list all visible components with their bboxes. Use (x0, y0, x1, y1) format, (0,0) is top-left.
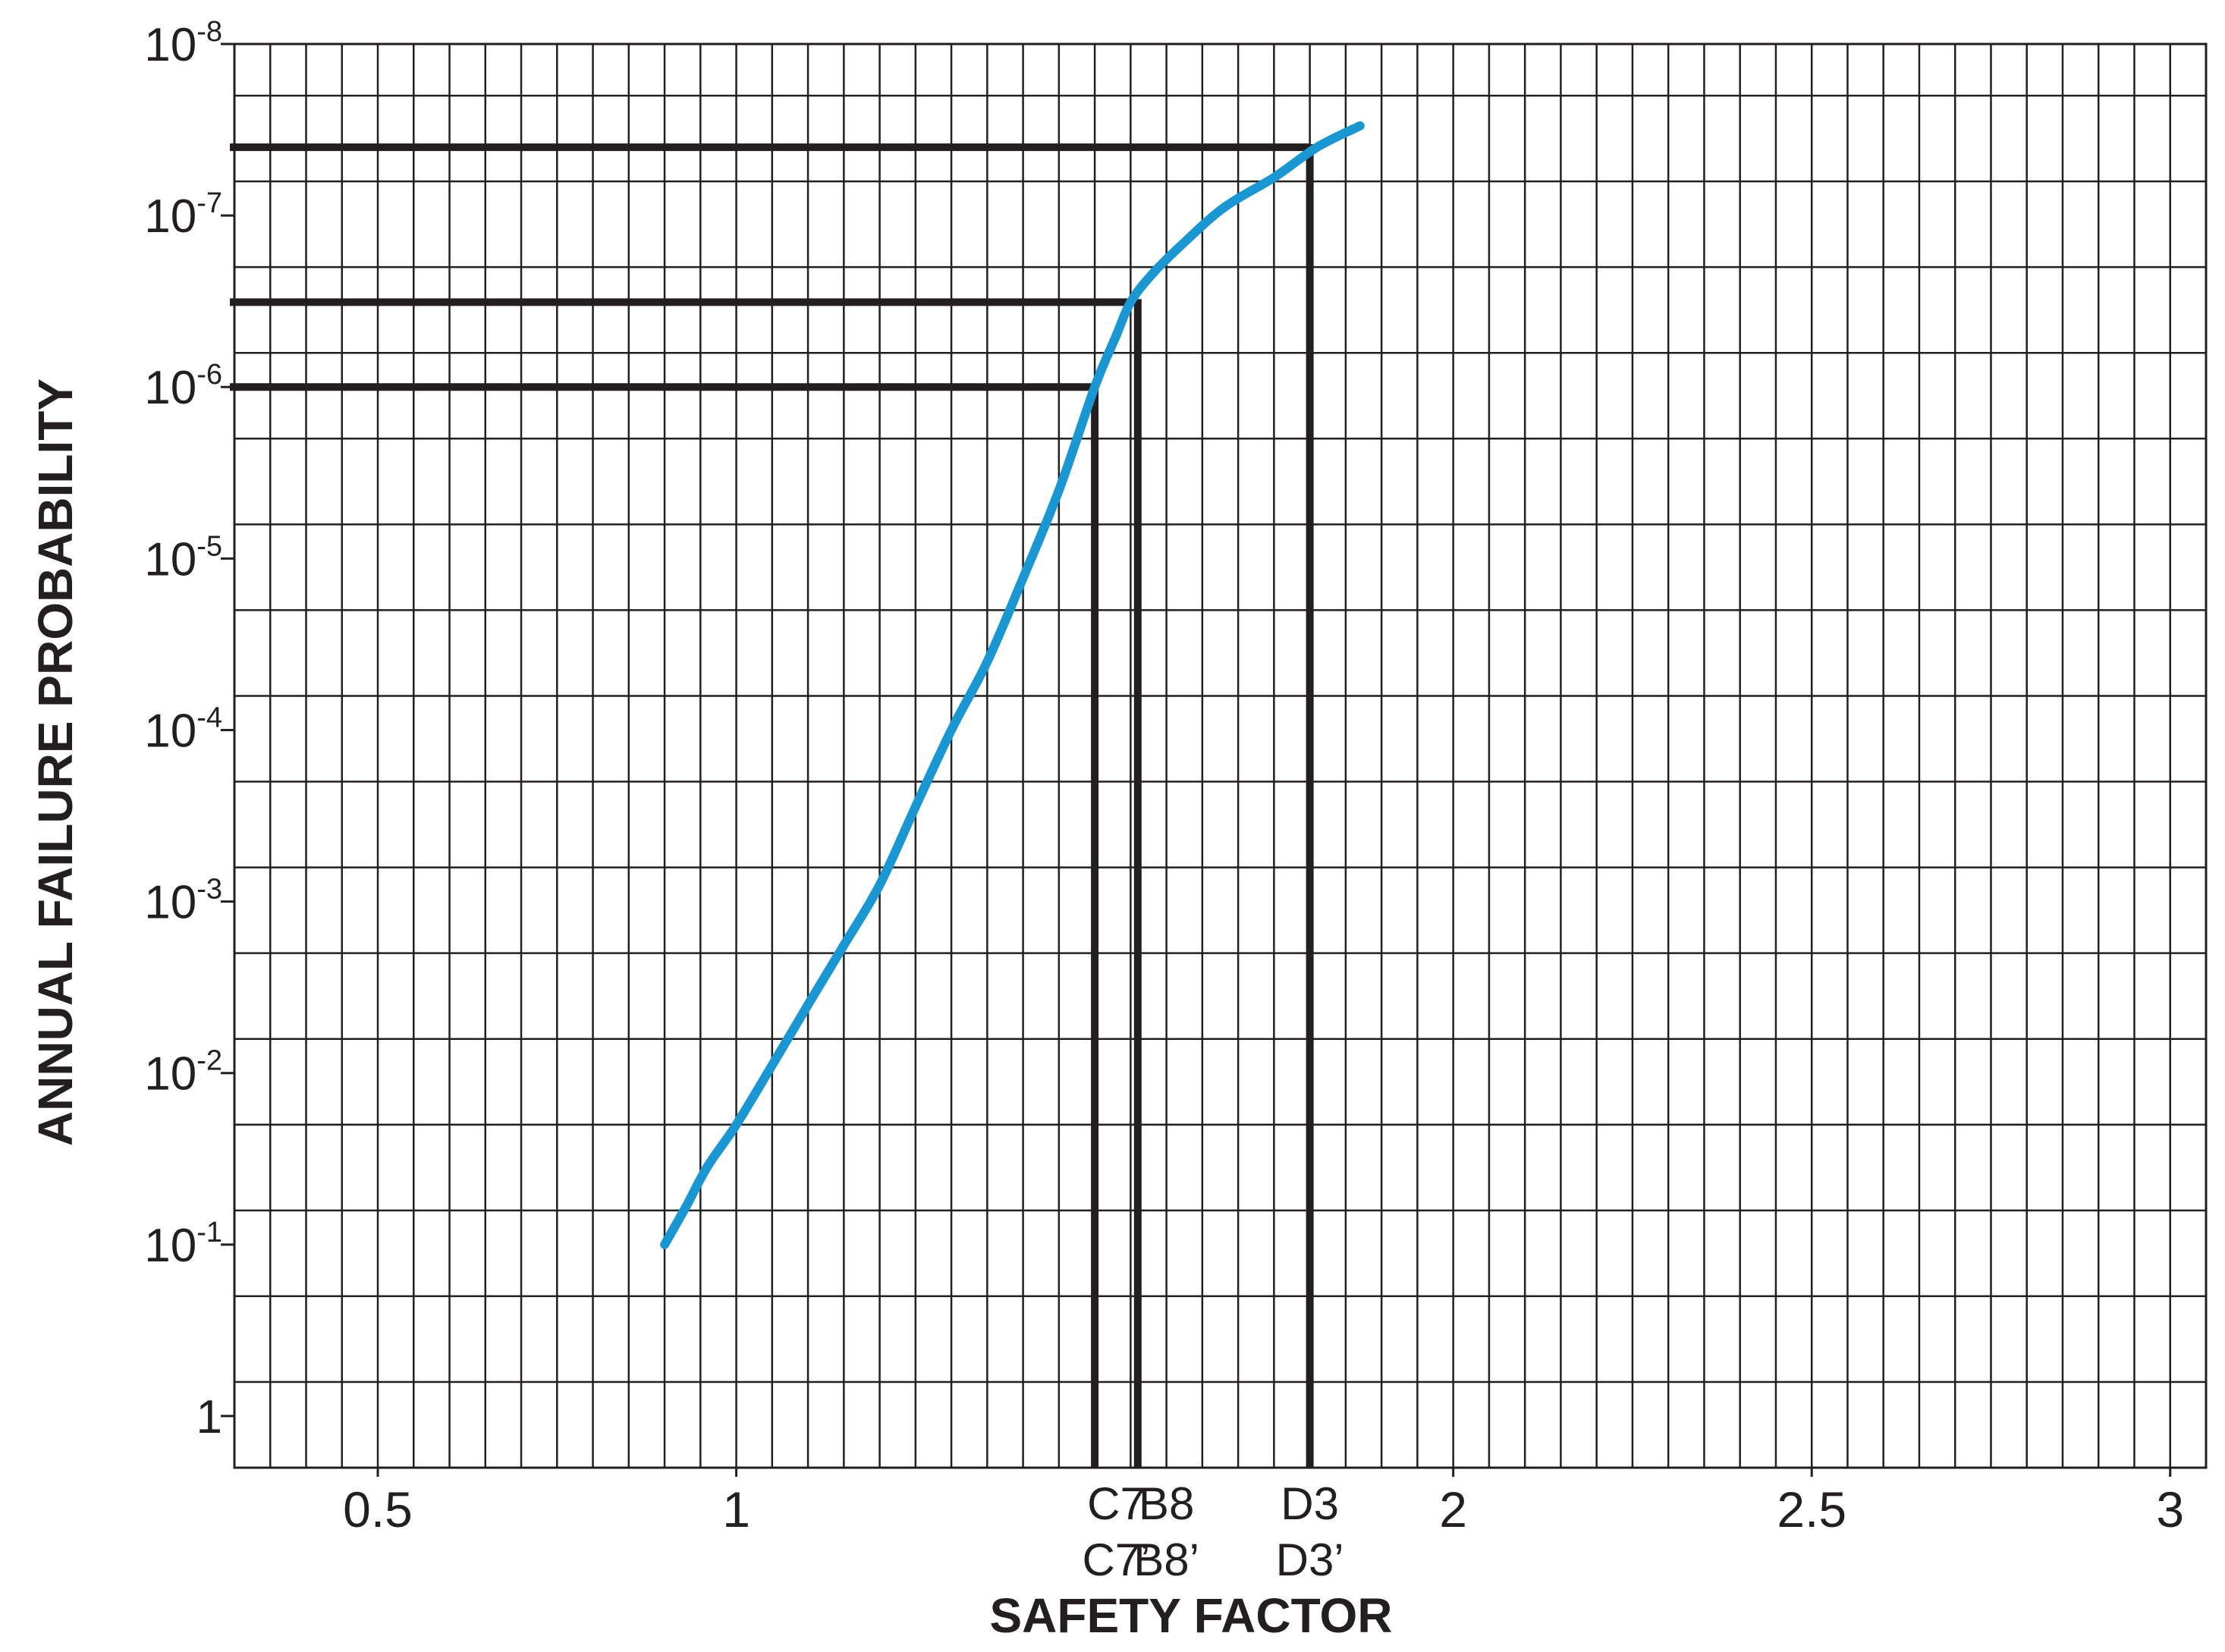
annotation-label: D3 (1281, 1478, 1339, 1529)
x-tick-label: 2.5 (1777, 1481, 1846, 1537)
x-axis-ticks: 0.5 1 2 2.5 3 (343, 1468, 2184, 1537)
y-tick-label: 10-2 (144, 1045, 222, 1101)
y-tick-label: 10-8 (144, 16, 222, 71)
annotation-label: C7 (1087, 1478, 1145, 1529)
y-axis-title: ANNUAL FAILURE PROBABILITY (28, 378, 83, 1146)
y-tick-label: 10-6 (144, 359, 222, 414)
y-axis-ticks: 1 10-1 10-2 10-3 10-4 10-5 10-6 10-7 10-8 (144, 16, 234, 1443)
plot-area-frame (233, 42, 2208, 1469)
annotation-label: B8’ (1133, 1534, 1199, 1585)
x-tick-label: 3 (2156, 1481, 2184, 1537)
y-tick-label: 10-5 (144, 530, 222, 586)
annotation-label: D3’ (1276, 1534, 1344, 1585)
x-tick-label: 1 (722, 1481, 750, 1537)
x-axis-title: SAFETY FACTOR (989, 1588, 1392, 1643)
y-tick-label: 10-4 (144, 702, 222, 757)
reference-lines (230, 143, 1314, 1468)
x-tick-label: 2 (1439, 1481, 1467, 1537)
y-tick-label: 10-7 (144, 187, 222, 243)
data-series (660, 121, 1365, 1249)
y-tick-label: 10-1 (144, 1217, 222, 1272)
grid (234, 44, 2206, 1468)
annotation-label: C7’ (1082, 1534, 1150, 1585)
x-tick-label: 0.5 (343, 1481, 413, 1537)
annotation-label: B8 (1139, 1478, 1194, 1529)
y-tick-label: 1 (196, 1391, 222, 1443)
y-tick-label: 10-3 (144, 874, 222, 929)
series-line (660, 121, 1365, 1249)
